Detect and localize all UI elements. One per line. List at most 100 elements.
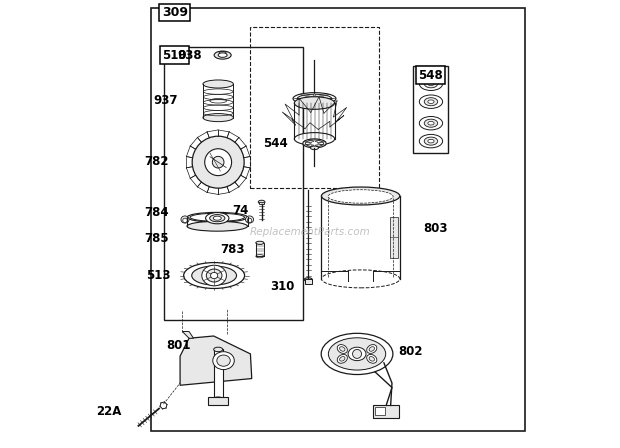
Circle shape <box>183 218 187 223</box>
Text: 309: 309 <box>162 6 188 19</box>
Polygon shape <box>315 145 319 148</box>
Ellipse shape <box>366 354 377 363</box>
Circle shape <box>247 218 252 223</box>
Ellipse shape <box>259 200 265 204</box>
Ellipse shape <box>187 212 247 222</box>
Ellipse shape <box>210 99 226 103</box>
Ellipse shape <box>424 137 438 145</box>
Polygon shape <box>316 94 330 98</box>
Ellipse shape <box>213 216 221 220</box>
Polygon shape <box>310 139 314 142</box>
Text: 783: 783 <box>221 243 245 256</box>
Ellipse shape <box>337 345 347 353</box>
Polygon shape <box>180 336 252 385</box>
Bar <box>164 47 303 320</box>
Ellipse shape <box>210 215 225 222</box>
Ellipse shape <box>369 357 374 361</box>
Ellipse shape <box>311 146 319 150</box>
Text: 784: 784 <box>144 206 169 220</box>
Text: 802: 802 <box>398 345 423 358</box>
Ellipse shape <box>218 53 227 57</box>
Ellipse shape <box>217 355 230 366</box>
Bar <box>208 397 228 405</box>
Bar <box>373 405 399 418</box>
Ellipse shape <box>214 51 231 59</box>
Polygon shape <box>313 101 316 104</box>
Text: 22A: 22A <box>97 405 122 418</box>
Ellipse shape <box>181 216 189 223</box>
Ellipse shape <box>428 82 434 86</box>
Text: 938: 938 <box>177 48 202 62</box>
Ellipse shape <box>366 345 377 353</box>
Polygon shape <box>303 143 312 145</box>
Ellipse shape <box>192 266 236 285</box>
Ellipse shape <box>293 93 336 104</box>
Text: 937: 937 <box>153 94 178 108</box>
Ellipse shape <box>419 77 443 90</box>
Ellipse shape <box>428 139 434 143</box>
Ellipse shape <box>256 254 264 258</box>
Ellipse shape <box>214 397 223 401</box>
Ellipse shape <box>304 278 312 281</box>
Ellipse shape <box>190 213 244 221</box>
Bar <box>375 407 385 415</box>
Ellipse shape <box>428 121 434 125</box>
Ellipse shape <box>337 354 347 363</box>
Polygon shape <box>316 99 330 103</box>
Bar <box>259 202 264 204</box>
Polygon shape <box>317 144 326 145</box>
Ellipse shape <box>203 80 233 88</box>
Bar <box>389 217 399 258</box>
Bar <box>414 66 448 153</box>
Ellipse shape <box>424 98 438 106</box>
Circle shape <box>353 349 361 358</box>
Polygon shape <box>182 332 193 338</box>
Ellipse shape <box>294 133 335 145</box>
Ellipse shape <box>419 116 443 130</box>
Ellipse shape <box>306 140 324 147</box>
Text: 513: 513 <box>146 269 170 282</box>
Bar <box>249 27 379 188</box>
Ellipse shape <box>340 357 345 361</box>
Ellipse shape <box>348 347 366 361</box>
Ellipse shape <box>321 270 400 288</box>
Ellipse shape <box>428 100 434 103</box>
Ellipse shape <box>329 338 386 370</box>
Polygon shape <box>299 94 312 98</box>
Polygon shape <box>309 145 314 148</box>
Text: 801: 801 <box>166 339 190 353</box>
Ellipse shape <box>297 94 332 103</box>
Bar <box>151 8 525 431</box>
Ellipse shape <box>340 347 345 351</box>
Bar <box>304 279 312 284</box>
Ellipse shape <box>328 190 393 203</box>
Ellipse shape <box>424 119 438 127</box>
Text: 548: 548 <box>418 69 443 82</box>
Ellipse shape <box>369 347 374 351</box>
Circle shape <box>212 156 224 168</box>
Bar <box>214 349 223 399</box>
Ellipse shape <box>294 97 335 109</box>
Ellipse shape <box>419 95 443 108</box>
Circle shape <box>192 136 244 188</box>
Text: 74: 74 <box>232 204 249 217</box>
Ellipse shape <box>206 269 222 282</box>
Ellipse shape <box>256 241 264 245</box>
Polygon shape <box>317 142 326 143</box>
Polygon shape <box>299 99 312 103</box>
Polygon shape <box>315 139 319 142</box>
Ellipse shape <box>184 263 245 289</box>
Text: ReplacementParts.com: ReplacementParts.com <box>250 227 370 237</box>
Polygon shape <box>293 98 310 99</box>
Ellipse shape <box>203 114 233 121</box>
Ellipse shape <box>206 212 229 224</box>
Ellipse shape <box>303 139 326 148</box>
Polygon shape <box>319 98 336 99</box>
Ellipse shape <box>419 134 443 148</box>
Ellipse shape <box>321 333 393 375</box>
Text: 510: 510 <box>162 48 187 62</box>
Polygon shape <box>303 142 312 143</box>
Ellipse shape <box>187 221 247 231</box>
Text: 310: 310 <box>270 280 294 293</box>
Ellipse shape <box>213 352 234 370</box>
